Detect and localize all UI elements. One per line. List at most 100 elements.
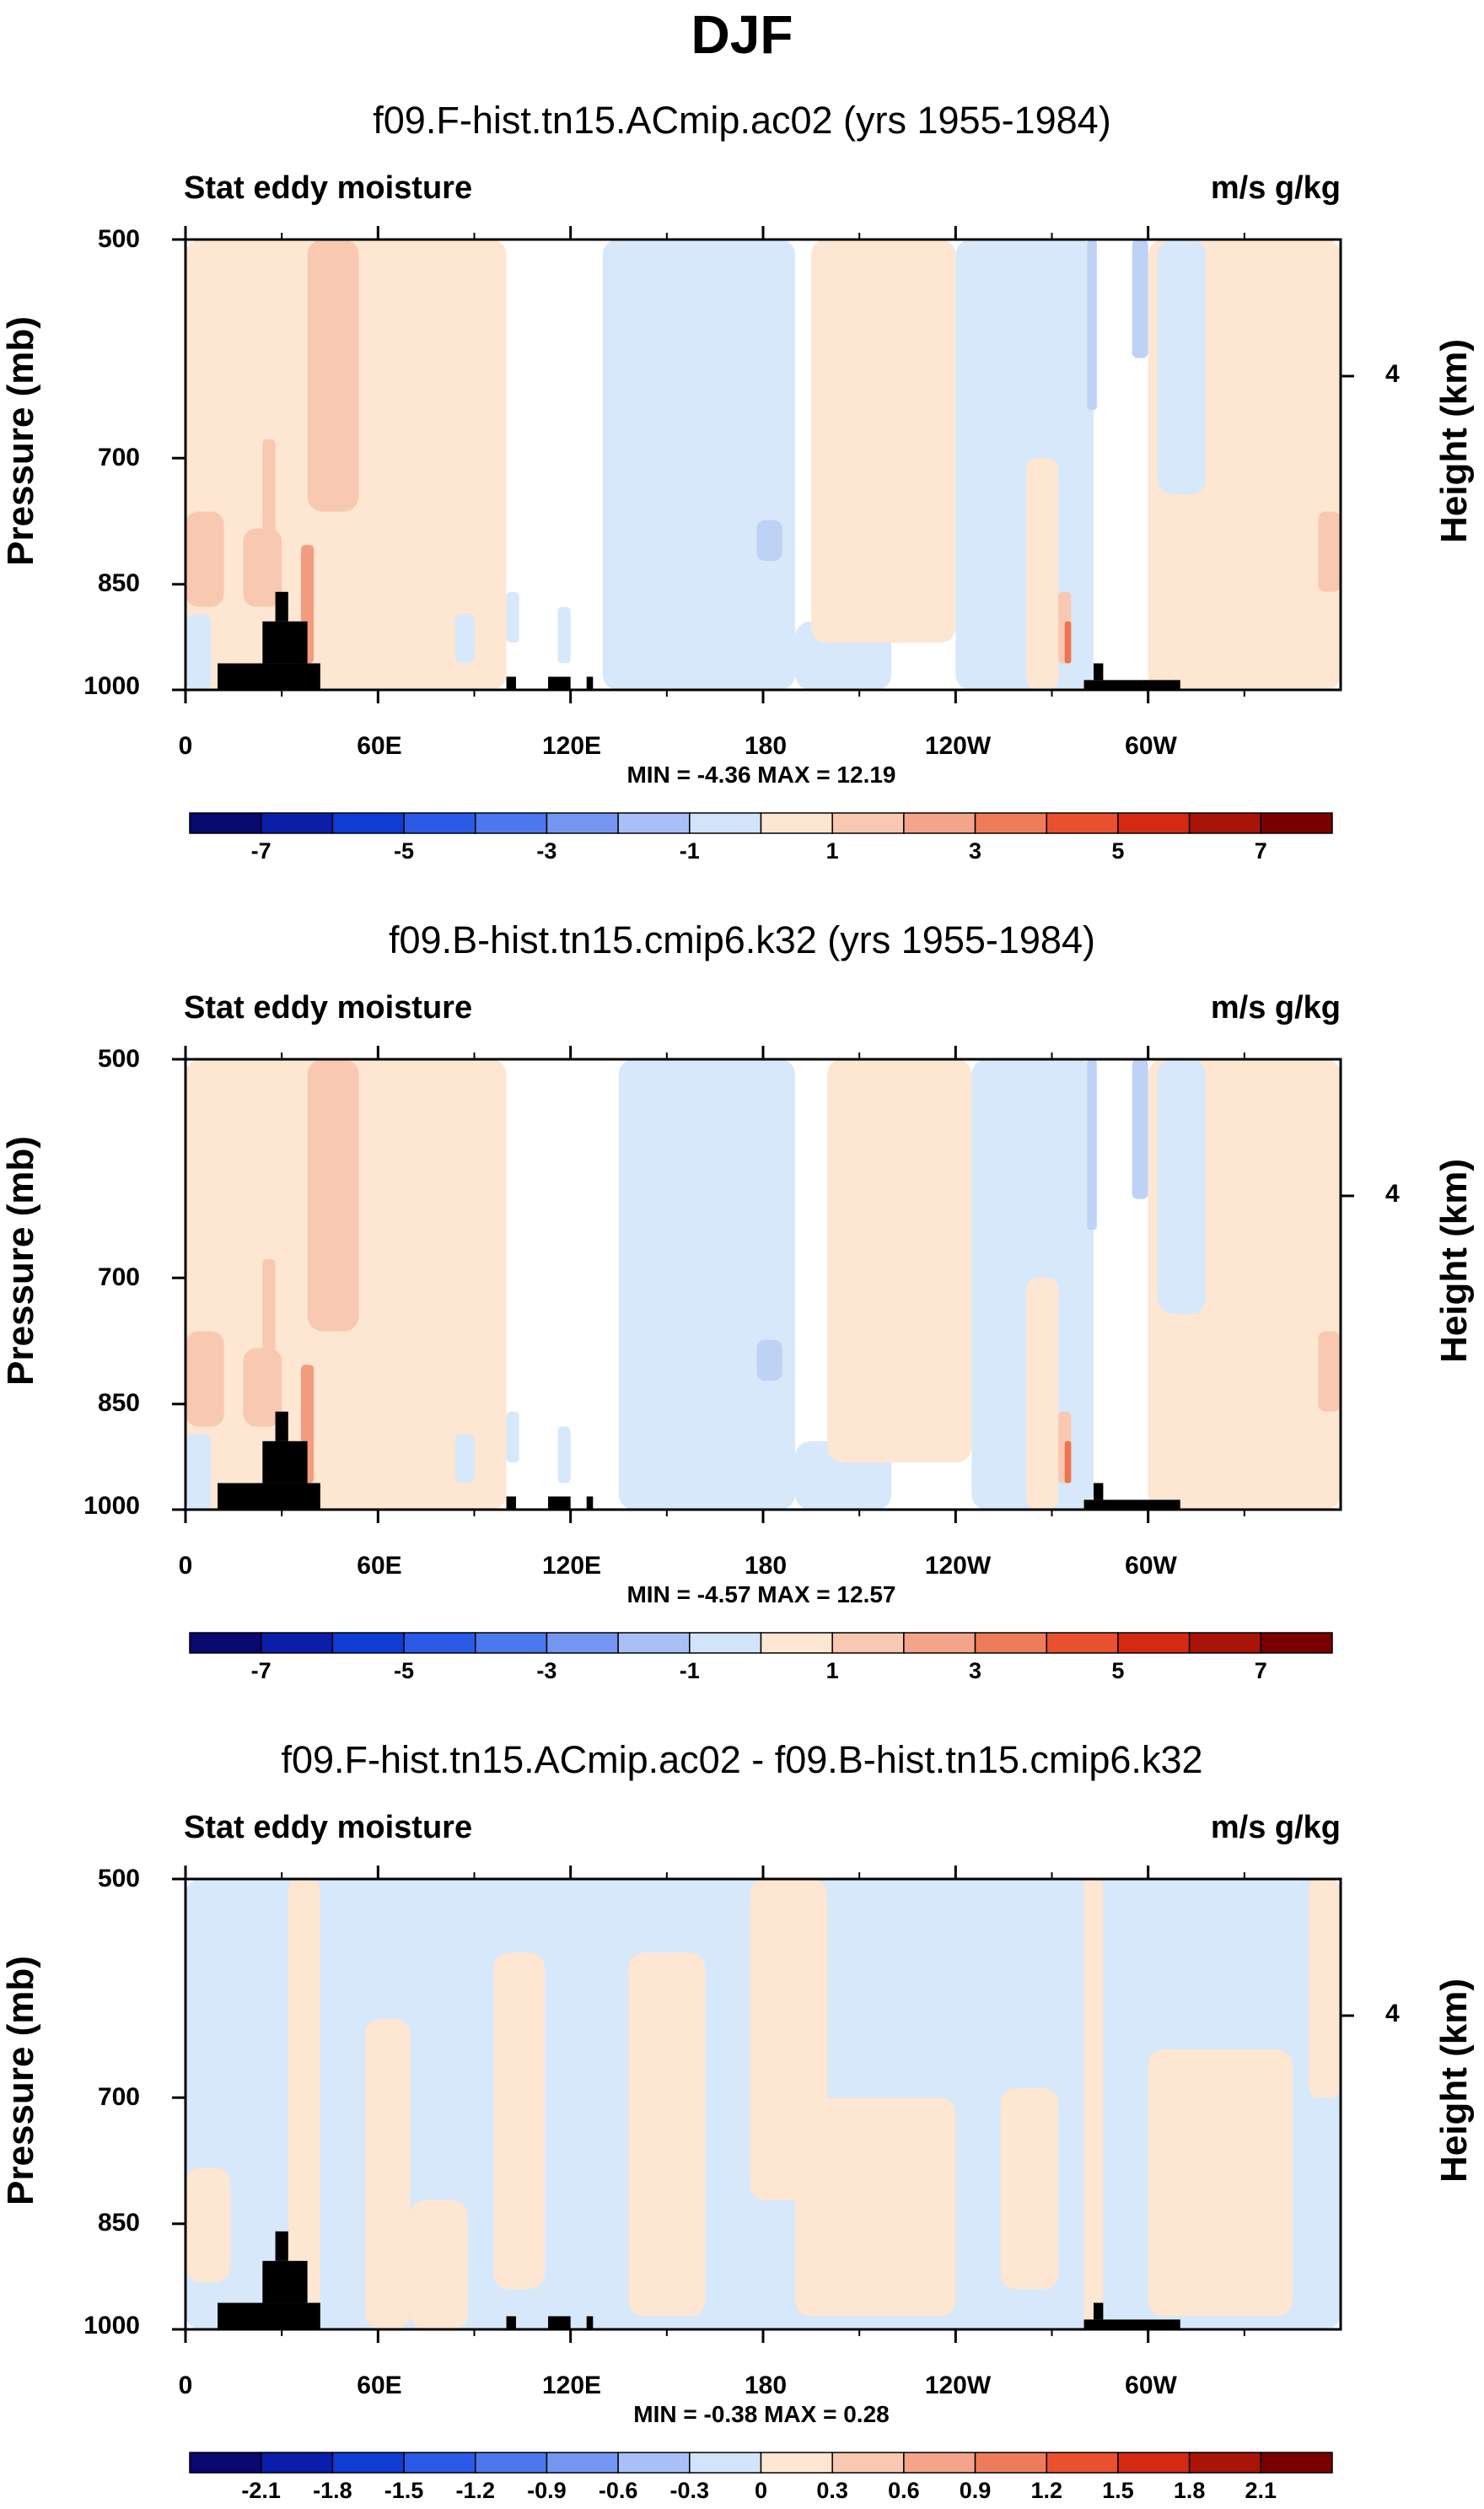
colorbar <box>189 812 1333 834</box>
contour-region <box>1026 1278 1059 1510</box>
x-tick-label: 120W <box>924 2372 992 2399</box>
x-tick-label: 0 <box>178 732 193 760</box>
colorbar-box <box>189 2452 262 2474</box>
topography-mask <box>1093 2302 1104 2320</box>
contour-region <box>756 520 782 562</box>
contour-region <box>1158 240 1207 495</box>
colorbar-label: 3 <box>969 1658 982 1683</box>
y-tick-label: 1000 <box>83 1492 140 1520</box>
colorbar-box <box>1188 812 1262 834</box>
colorbar-box <box>260 2452 334 2474</box>
colorbar-box <box>689 812 762 834</box>
topography-mask <box>218 663 320 690</box>
colorbar-box <box>831 2452 905 2474</box>
contour-region <box>1083 1879 1104 2329</box>
x-tick-label: 0 <box>178 1552 193 1580</box>
contour-region <box>618 1059 796 1510</box>
colorbar-box <box>689 1632 762 1654</box>
colorbar-box <box>760 812 833 834</box>
colorbar-box <box>903 1632 976 1654</box>
colorbar-label: -1.2 <box>455 2478 496 2503</box>
colorbar-box <box>475 2452 548 2474</box>
y2-axis-title: Height (km) <box>1433 339 1475 543</box>
colorbar-label: 0.3 <box>816 2478 848 2503</box>
contour-region <box>186 511 224 607</box>
colorbar-box <box>903 2452 976 2474</box>
colorbar-label: -0.3 <box>669 2478 710 2503</box>
contour-region <box>628 1952 706 2317</box>
contour-region <box>1064 1440 1072 1483</box>
colorbar-label: 2.1 <box>1245 2478 1277 2503</box>
topography-mask <box>275 1411 288 1441</box>
topography-mask <box>262 1440 308 1483</box>
colorbar-label: -5 <box>394 838 415 864</box>
topography-mask <box>262 621 308 664</box>
y-axis-title: Pressure (mb) <box>0 1956 41 2205</box>
left-string: Stat eddy moisture <box>184 990 473 1026</box>
colorbar-box <box>974 812 1047 834</box>
contour-region <box>307 240 359 512</box>
y-tick-label: 500 <box>97 1865 140 1893</box>
colorbar-box <box>617 2452 691 2474</box>
contour-region <box>827 1059 972 1463</box>
x-tick-label: 120E <box>541 2372 602 2399</box>
contour-region <box>811 240 956 643</box>
colorbar-label: -1.5 <box>384 2478 424 2503</box>
colorbar-box <box>1260 812 1333 834</box>
colorbar-box <box>974 1632 1047 1654</box>
x-tick-label: 60E <box>357 1552 402 1580</box>
colorbar-label: -3 <box>536 838 557 864</box>
right-string: m/s g/kg <box>1210 1810 1341 1845</box>
colorbar-label: 1.5 <box>1102 2478 1134 2503</box>
topography-mask <box>262 2260 308 2303</box>
y2-axis-title: Height (km) <box>1433 1979 1475 2183</box>
colorbar-label: -1 <box>679 838 700 864</box>
colorbar-label: -5 <box>394 1658 415 1683</box>
panel-title: f09.F-hist.tn15.ACmip.ac02 - f09.B-hist.… <box>281 1738 1203 1781</box>
colorbar <box>189 2452 1333 2474</box>
colorbar-box <box>1046 1632 1119 1654</box>
x-tick-label: 180 <box>744 1552 788 1580</box>
x-tick-label: 60W <box>1125 1552 1177 1580</box>
topography-mask <box>506 1496 516 1510</box>
contour-region <box>1026 458 1059 690</box>
topography-mask <box>1093 663 1104 681</box>
colorbar-box <box>331 2452 405 2474</box>
min-max-label: MIN = -4.36 MAX = 12.19 <box>626 762 896 788</box>
y-tick-label: 500 <box>97 1045 140 1073</box>
x-tick-label: 60W <box>1125 732 1177 760</box>
x-tick-label: 60E <box>357 2372 402 2399</box>
contour-region <box>454 614 475 664</box>
y-tick-label: 500 <box>97 225 140 253</box>
y-tick-label: 1000 <box>83 672 140 700</box>
colorbar-box <box>475 1632 548 1654</box>
colorbar-box <box>1260 2452 1333 2474</box>
colorbar-label: 3 <box>969 838 982 864</box>
contour-region <box>602 240 796 690</box>
colorbar-box <box>331 812 405 834</box>
height-tick-label: 4 <box>1385 1180 1400 1208</box>
topography-mask <box>586 2316 594 2329</box>
topography-mask <box>275 591 288 622</box>
colorbar-box <box>260 1632 334 1654</box>
contour-region <box>1064 621 1072 664</box>
colorbar-box <box>403 1632 476 1654</box>
contour-region <box>1087 240 1097 411</box>
contour-region <box>795 2097 956 2317</box>
colorbar-box <box>974 2452 1047 2474</box>
topography-mask <box>1083 1499 1180 1510</box>
colorbar-label: 1.2 <box>1030 2478 1063 2503</box>
contour-region <box>1158 1059 1207 1315</box>
height-tick-label: 4 <box>1385 2000 1400 2027</box>
colorbar-box <box>1046 2452 1119 2474</box>
colorbar-box <box>189 1632 262 1654</box>
x-tick-label: 0 <box>178 2372 193 2399</box>
colorbar-box <box>1260 1632 1333 1654</box>
colorbar-label: 1 <box>825 838 839 864</box>
right-string: m/s g/kg <box>1210 990 1341 1026</box>
contour-region <box>557 1426 571 1483</box>
colorbar-box <box>403 2452 476 2474</box>
colorbar-box <box>546 2452 619 2474</box>
y-axis-title: Pressure (mb) <box>0 316 41 566</box>
x-tick-label: 120E <box>541 1552 602 1580</box>
